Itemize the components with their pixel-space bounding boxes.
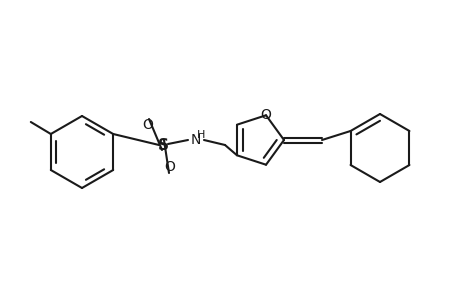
Text: H: H [196, 130, 205, 140]
Text: N: N [190, 133, 201, 147]
Text: O: O [164, 160, 175, 174]
Text: O: O [260, 108, 271, 122]
Text: S: S [157, 137, 168, 152]
Text: O: O [142, 118, 153, 132]
